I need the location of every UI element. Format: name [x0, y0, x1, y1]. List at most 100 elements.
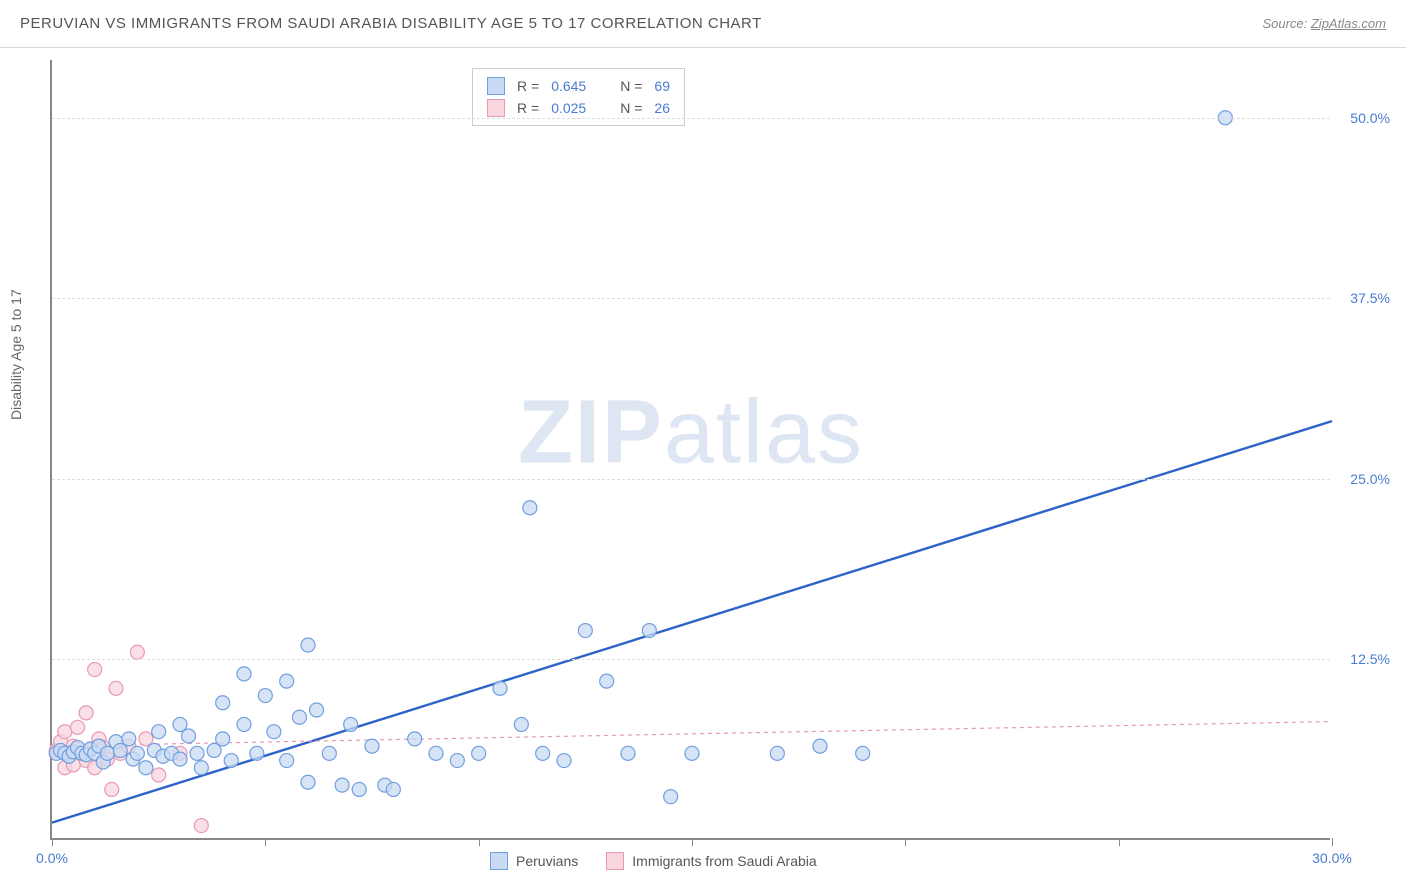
- data-point: [301, 775, 315, 789]
- data-point: [523, 501, 537, 515]
- data-point: [344, 717, 358, 731]
- n-value-saudi: 26: [654, 100, 670, 116]
- data-point: [216, 696, 230, 710]
- data-point: [292, 710, 306, 724]
- data-point: [429, 746, 443, 760]
- legend-label-saudi: Immigrants from Saudi Arabia: [632, 853, 816, 869]
- legend-item-saudi: Immigrants from Saudi Arabia: [606, 852, 816, 870]
- y-tick-label: 12.5%: [1350, 651, 1390, 667]
- data-point: [280, 754, 294, 768]
- data-point: [472, 746, 486, 760]
- data-point: [514, 717, 528, 731]
- data-point: [194, 761, 208, 775]
- source-prefix: Source:: [1262, 16, 1310, 31]
- r-value-peruvians: 0.645: [551, 78, 586, 94]
- x-tick: [265, 838, 266, 846]
- swatch-peruvians: [487, 77, 505, 95]
- data-point: [105, 782, 119, 796]
- y-tick-label: 37.5%: [1350, 290, 1390, 306]
- data-point: [493, 681, 507, 695]
- scatter-plot: ZIPatlas R = 0.645 N = 69 R = 0.025 N = …: [50, 60, 1330, 840]
- data-point: [79, 706, 93, 720]
- data-point: [216, 732, 230, 746]
- n-label: N =: [620, 78, 642, 94]
- data-point: [250, 746, 264, 760]
- r-value-saudi: 0.025: [551, 100, 586, 116]
- y-tick-label: 50.0%: [1350, 110, 1390, 126]
- plot-svg: [52, 60, 1332, 840]
- data-point: [130, 645, 144, 659]
- x-tick: [52, 838, 53, 846]
- data-point: [258, 689, 272, 703]
- data-point: [642, 624, 656, 638]
- chart-header: PERUVIAN VS IMMIGRANTS FROM SAUDI ARABIA…: [0, 0, 1406, 48]
- data-point: [365, 739, 379, 753]
- correlation-row-saudi: R = 0.025 N = 26: [487, 97, 670, 119]
- swatch-saudi: [487, 99, 505, 117]
- data-point: [352, 782, 366, 796]
- data-point: [109, 681, 123, 695]
- x-tick: [692, 838, 693, 846]
- r-label: R =: [517, 100, 539, 116]
- data-point: [190, 746, 204, 760]
- data-point: [578, 624, 592, 638]
- swatch-saudi-icon: [606, 852, 624, 870]
- swatch-peruvians-icon: [490, 852, 508, 870]
- data-point: [301, 638, 315, 652]
- chart-title: PERUVIAN VS IMMIGRANTS FROM SAUDI ARABIA…: [20, 15, 762, 32]
- data-point: [621, 746, 635, 760]
- data-point: [152, 725, 166, 739]
- data-point: [335, 778, 349, 792]
- data-point: [322, 746, 336, 760]
- data-point: [88, 663, 102, 677]
- data-point: [122, 732, 136, 746]
- data-point: [139, 761, 153, 775]
- data-point: [450, 754, 464, 768]
- data-point: [267, 725, 281, 739]
- gridline: [52, 479, 1330, 480]
- x-tick: [1332, 838, 1333, 846]
- n-value-peruvians: 69: [654, 78, 670, 94]
- data-point: [600, 674, 614, 688]
- gridline: [52, 118, 1330, 119]
- source-link[interactable]: ZipAtlas.com: [1311, 16, 1386, 31]
- x-tick-label: 30.0%: [1312, 850, 1352, 866]
- n-label: N =: [620, 100, 642, 116]
- chart-area: ZIPatlas R = 0.645 N = 69 R = 0.025 N = …: [50, 60, 1330, 840]
- x-tick: [905, 838, 906, 846]
- data-point: [280, 674, 294, 688]
- x-tick-label: 0.0%: [36, 850, 68, 866]
- data-point: [224, 754, 238, 768]
- source-attribution: Source: ZipAtlas.com: [1262, 16, 1386, 31]
- x-tick: [479, 838, 480, 846]
- data-point: [664, 790, 678, 804]
- data-point: [152, 768, 166, 782]
- data-point: [813, 739, 827, 753]
- data-point: [310, 703, 324, 717]
- data-point: [182, 729, 196, 743]
- gridline: [52, 659, 1330, 660]
- data-point: [71, 720, 85, 734]
- correlation-row-peruvians: R = 0.645 N = 69: [487, 75, 670, 97]
- data-point: [856, 746, 870, 760]
- data-point: [237, 667, 251, 681]
- data-point: [557, 754, 571, 768]
- data-point: [685, 746, 699, 760]
- series-legend: Peruvians Immigrants from Saudi Arabia: [490, 852, 817, 870]
- data-point: [237, 717, 251, 731]
- r-label: R =: [517, 78, 539, 94]
- data-point: [386, 782, 400, 796]
- data-point: [770, 746, 784, 760]
- gridline: [52, 298, 1330, 299]
- data-point: [130, 746, 144, 760]
- y-tick-label: 25.0%: [1350, 471, 1390, 487]
- data-point: [194, 819, 208, 833]
- data-point: [408, 732, 422, 746]
- y-axis-label: Disability Age 5 to 17: [8, 289, 24, 420]
- legend-label-peruvians: Peruvians: [516, 853, 578, 869]
- legend-item-peruvians: Peruvians: [490, 852, 578, 870]
- x-tick: [1119, 838, 1120, 846]
- trend-line: [52, 421, 1332, 823]
- data-point: [173, 752, 187, 766]
- data-point: [536, 746, 550, 760]
